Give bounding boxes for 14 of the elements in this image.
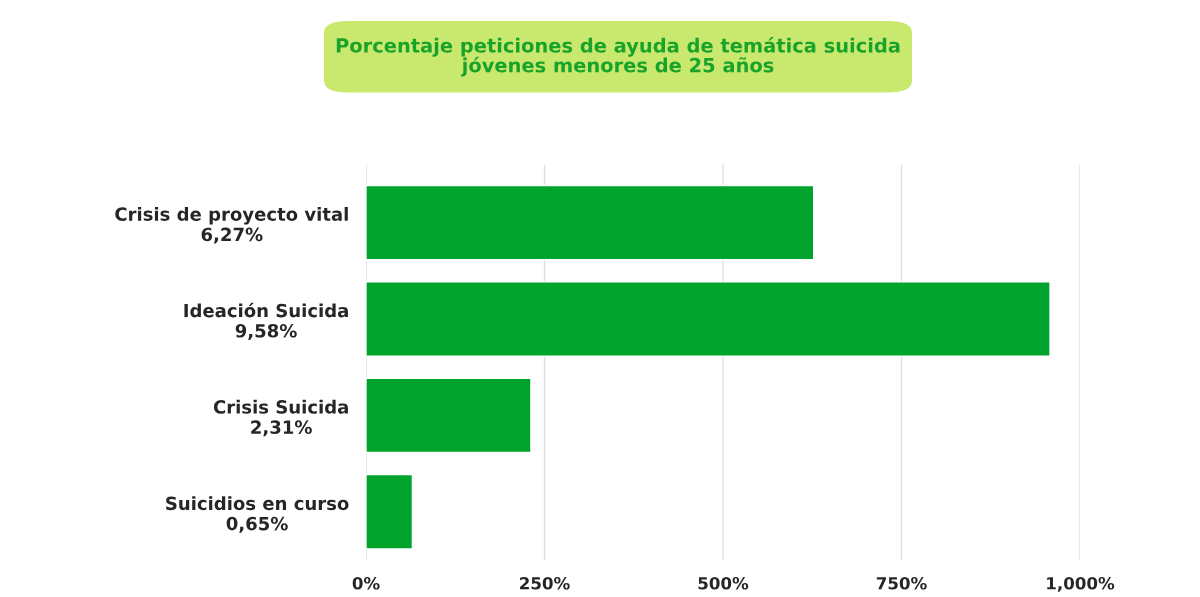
bar: [366, 473, 414, 550]
y-tick-label: Crisis Suicida 2,31%: [213, 399, 348, 437]
x-tick-label: 0%: [352, 576, 380, 590]
x-tick-label: 750%: [876, 576, 927, 590]
y-tick-label: Crisis de proyecto vital 6,27%: [115, 206, 348, 244]
x-tick-label: 1,000%: [1047, 576, 1115, 592]
bar: [366, 377, 532, 454]
x-tick-label: 500%: [698, 576, 749, 590]
y-tick-label: Suicidios en curso 0,65%: [166, 496, 349, 533]
bar: [366, 184, 815, 261]
bar: [366, 281, 1051, 357]
y-tick-label: Ideación Suicida 9,58%: [184, 302, 348, 340]
chart-title: Porcentaje peticiones de ayuda de temática suicida jóvenes menores de 25 años: [336, 36, 900, 77]
x-tick-label: 250%: [520, 576, 570, 590]
